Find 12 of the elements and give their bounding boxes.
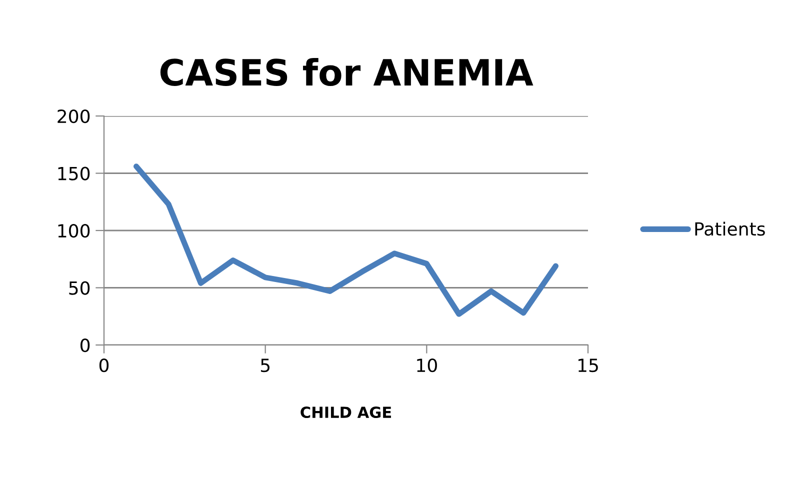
y-tick-label: 0	[80, 338, 90, 352]
x-axis-title: CHILD AGE	[300, 406, 391, 418]
chart-title: CASES for ANEMIA	[160, 58, 534, 86]
x-tick-label: 10	[417, 358, 437, 372]
y-tick-label: 200	[58, 109, 90, 124]
x-tick-label: 0	[99, 358, 109, 372]
legend-label: Patients	[695, 222, 765, 236]
y-tick-label: 150	[58, 166, 90, 180]
y-tick-label: 100	[58, 224, 90, 238]
x-tick-label: 5	[260, 358, 270, 372]
x-tick-label: 15	[578, 358, 598, 372]
y-tick-label: 50	[69, 281, 90, 295]
